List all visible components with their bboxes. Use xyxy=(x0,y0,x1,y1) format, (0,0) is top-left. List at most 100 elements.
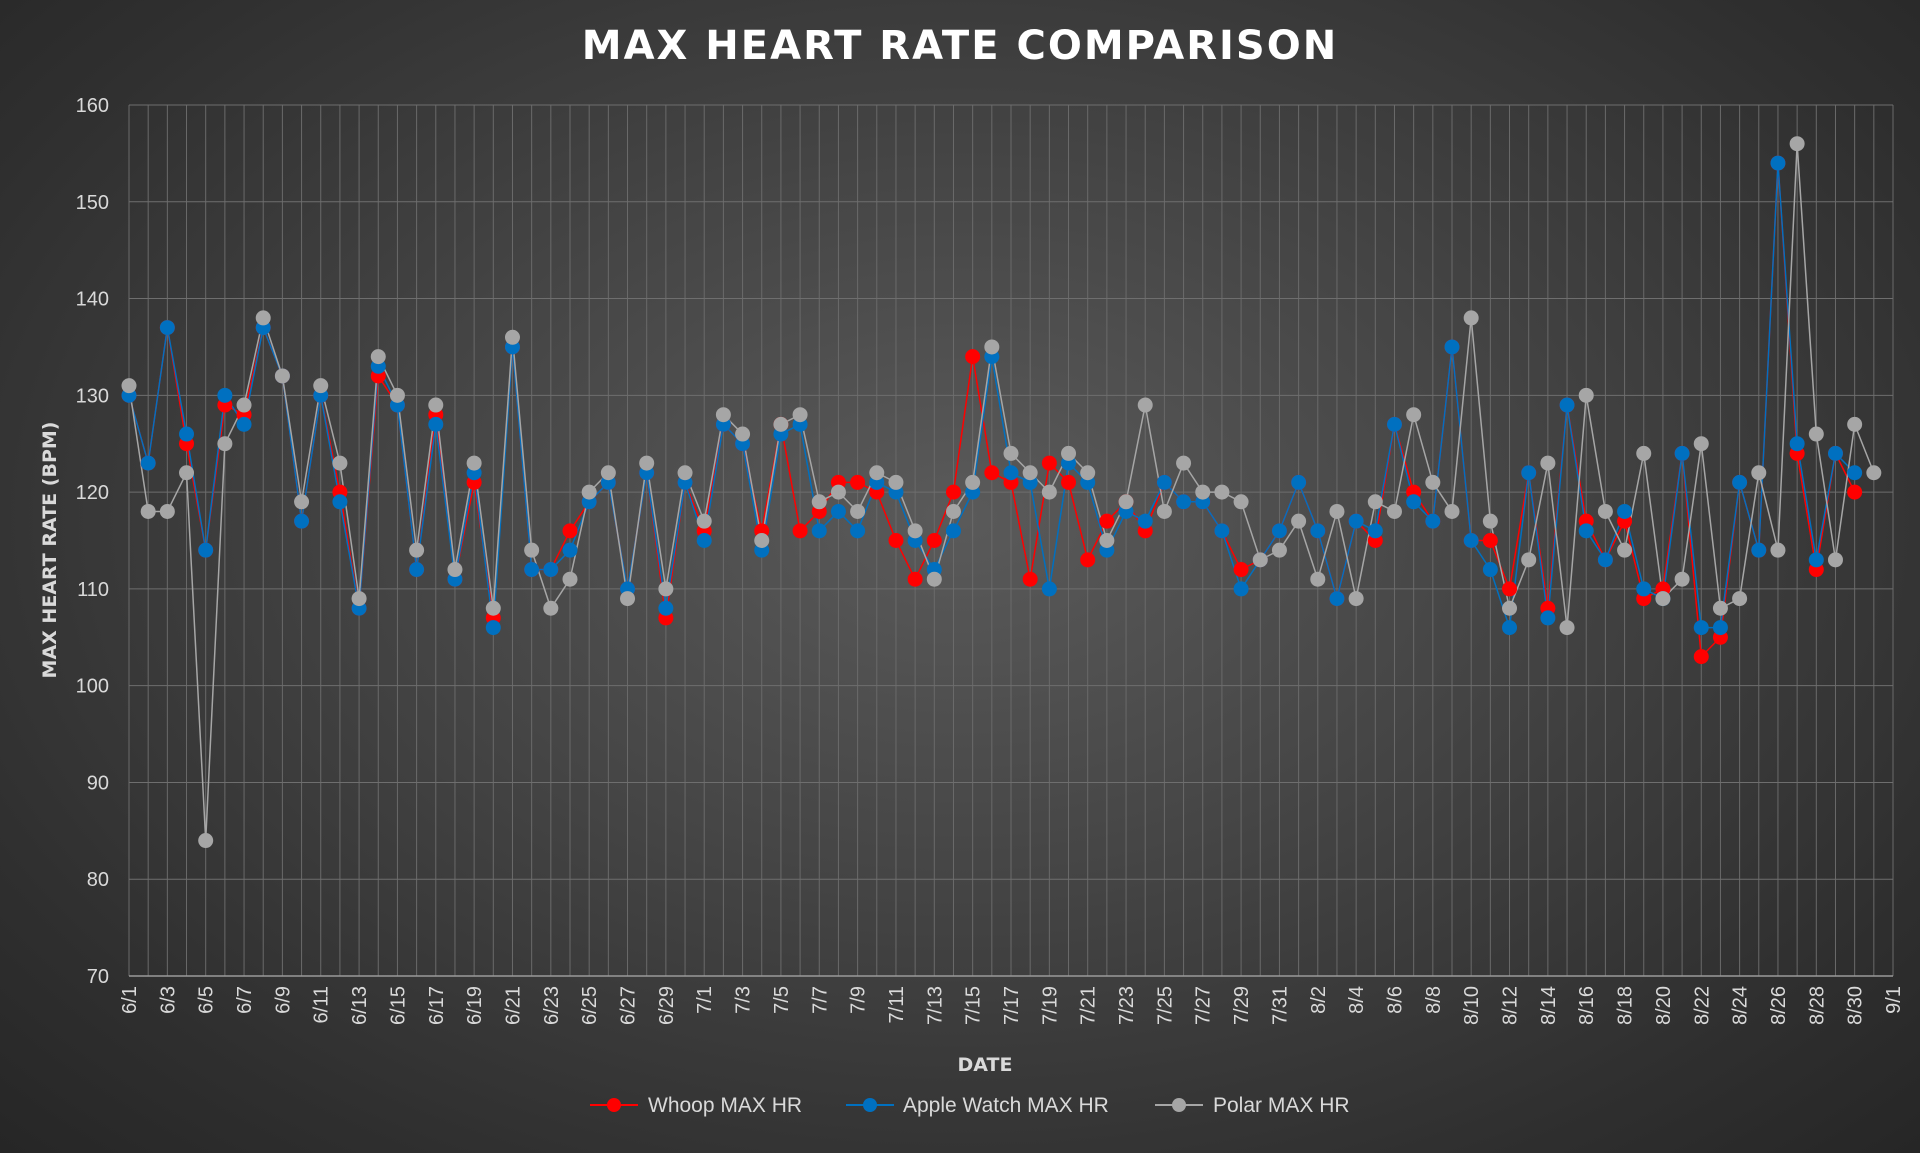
gridlines xyxy=(128,104,1894,977)
data-point-series-1 xyxy=(658,600,674,616)
data-point-series-2 xyxy=(562,571,578,587)
data-point-series-1 xyxy=(236,416,252,432)
data-point-series-2 xyxy=(332,455,348,471)
legend-marker xyxy=(863,1098,877,1112)
data-point-series-2 xyxy=(389,387,405,403)
data-point-series-1 xyxy=(485,620,501,636)
data-point-series-2 xyxy=(524,542,540,558)
data-point-series-2 xyxy=(1770,542,1786,558)
data-point-series-1 xyxy=(1636,581,1652,597)
x-tick-label: 6/17 xyxy=(426,986,448,1025)
data-point-series-2 xyxy=(639,455,655,471)
data-point-series-1 xyxy=(1559,397,1575,413)
x-tick-label: 6/5 xyxy=(196,986,218,1014)
data-point-series-2 xyxy=(1732,591,1748,607)
legend-label: Apple Watch MAX HR xyxy=(903,1094,1109,1117)
data-point-series-2 xyxy=(140,503,156,519)
data-point-series-2 xyxy=(179,465,195,481)
y-tick-label: 110 xyxy=(77,579,109,601)
legend-marker xyxy=(1172,1098,1186,1112)
legend: Whoop MAX HR Apple Watch MAX HR Polar MAX … xyxy=(590,1094,1350,1117)
data-point-series-2 xyxy=(1674,571,1690,587)
data-point-series-2 xyxy=(236,397,252,413)
data-point-series-2 xyxy=(735,426,751,442)
data-point-series-2 xyxy=(773,416,789,432)
data-point-series-1 xyxy=(198,542,214,558)
data-point-series-2 xyxy=(1214,484,1230,500)
data-point-series-2 xyxy=(504,329,520,345)
data-point-series-2 xyxy=(1195,484,1211,500)
data-point-series-2 xyxy=(1406,407,1422,423)
data-point-series-1 xyxy=(562,542,578,558)
x-tick-label: 8/8 xyxy=(1423,986,1445,1014)
data-point-series-1 xyxy=(179,426,195,442)
data-point-series-2 xyxy=(1521,552,1537,568)
data-point-series-0 xyxy=(888,533,904,548)
data-point-series-2 xyxy=(1022,465,1038,481)
data-point-series-1 xyxy=(696,533,712,548)
x-tick-label: 8/26 xyxy=(1768,986,1790,1025)
x-tick-label: 7/11 xyxy=(886,986,908,1023)
x-tick-label: 8/22 xyxy=(1691,986,1713,1025)
x-tick-label: 7/31 xyxy=(1269,986,1291,1025)
data-point-series-1 xyxy=(1502,620,1518,636)
data-point-series-1 xyxy=(1329,591,1345,607)
axes: 70 80 90 100 110 120 130 140 150 160 6/1 6/3 6/5 6/7 6… xyxy=(76,95,1905,1025)
data-point-series-2 xyxy=(926,571,942,587)
data-point-series-2 xyxy=(447,562,463,578)
data-point-series-2 xyxy=(1751,465,1767,481)
data-point-series-1 xyxy=(945,523,961,539)
data-point-series-0 xyxy=(1502,581,1518,597)
data-point-series-1 xyxy=(1482,562,1498,578)
x-tick-label: 6/7 xyxy=(234,986,256,1014)
data-point-series-1 xyxy=(1176,494,1192,510)
x-tick-label: 7/29 xyxy=(1231,986,1253,1025)
data-point-series-1 xyxy=(830,503,846,519)
x-tick-label: 7/21 xyxy=(1078,986,1100,1025)
x-tick-label: 8/10 xyxy=(1461,986,1483,1025)
data-point-series-2 xyxy=(370,349,386,365)
data-point-series-2 xyxy=(945,503,961,519)
data-point-series-2 xyxy=(294,494,310,510)
data-point-series-2 xyxy=(984,339,1000,355)
data-point-series-0 xyxy=(1041,455,1057,471)
data-point-series-1 xyxy=(1137,513,1153,529)
data-point-series-2 xyxy=(830,484,846,500)
y-tick-label: 100 xyxy=(76,676,109,698)
data-point-series-0 xyxy=(562,523,578,539)
x-tick-label: 8/24 xyxy=(1730,986,1752,1025)
x-tick-label: 6/19 xyxy=(464,986,486,1025)
x-tick-label: 6/1 xyxy=(119,986,141,1014)
data-point-series-2 xyxy=(351,591,367,607)
data-point-series-0 xyxy=(965,349,981,365)
data-point-series-1 xyxy=(1444,339,1460,355)
data-point-series-2 xyxy=(1367,494,1383,510)
data-point-series-0 xyxy=(1061,474,1077,490)
x-tick-label: 7/19 xyxy=(1039,986,1061,1025)
data-point-series-1 xyxy=(1233,581,1249,597)
data-point-series-2 xyxy=(658,581,674,597)
legend-label: Polar MAX HR xyxy=(1213,1094,1350,1117)
data-point-series-1 xyxy=(409,562,425,578)
data-point-series-1 xyxy=(1214,523,1230,539)
data-point-series-2 xyxy=(1291,513,1307,529)
data-point-series-2 xyxy=(1463,310,1479,326)
data-point-series-2 xyxy=(485,600,501,616)
data-point-series-2 xyxy=(1540,455,1556,471)
data-point-series-0 xyxy=(1080,552,1096,568)
data-point-series-2 xyxy=(600,465,616,481)
data-point-series-1 xyxy=(1770,155,1786,171)
data-point-series-1 xyxy=(1674,445,1690,461)
data-point-series-2 xyxy=(1176,455,1192,471)
data-point-series-1 xyxy=(1751,542,1767,558)
chart-title: MAX HEART RATE COMPARISON xyxy=(582,23,1338,69)
x-tick-label: 8/14 xyxy=(1538,986,1560,1025)
data-point-series-1 xyxy=(1003,465,1019,481)
data-point-series-0 xyxy=(1022,571,1038,587)
data-point-series-2 xyxy=(907,523,923,539)
data-point-series-2 xyxy=(1482,513,1498,529)
data-point-series-2 xyxy=(1502,600,1518,616)
data-point-series-2 xyxy=(1655,591,1671,607)
